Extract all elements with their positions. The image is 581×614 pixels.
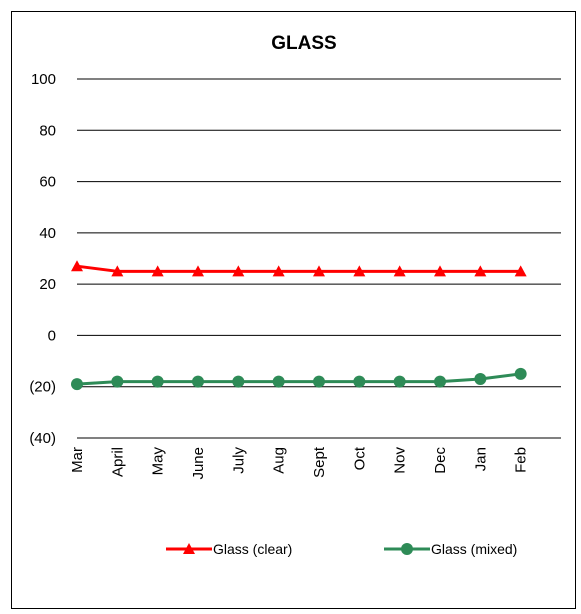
- legend-label: Glass (clear): [213, 541, 292, 557]
- data-point: [192, 375, 204, 388]
- x-tick-label: Nov: [392, 447, 409, 474]
- data-point: [393, 375, 406, 388]
- data-point: [514, 367, 527, 380]
- data-point: [232, 265, 245, 277]
- legend-label: Glass (mixed): [431, 541, 517, 557]
- legend: Glass (clear) Glass (mixed): [166, 541, 517, 557]
- x-tick-label: Aug: [271, 447, 288, 474]
- x-tick-label: Mar: [69, 447, 86, 473]
- y-tick-label: 60: [39, 174, 56, 191]
- data-point: [474, 265, 487, 277]
- data-point: [71, 260, 83, 272]
- legend-marker: [401, 543, 413, 555]
- y-tick-label: 20: [39, 276, 56, 293]
- data-point: [71, 378, 83, 391]
- gridlines: [77, 78, 561, 439]
- y-tick-label: 40: [39, 225, 56, 242]
- x-tick-label: Feb: [513, 447, 530, 473]
- series-layer: [71, 260, 527, 391]
- x-tick-label: April: [109, 447, 126, 477]
- x-tick-label: May: [150, 447, 167, 476]
- x-axis-ticks: Mar April May June July Aug Sept Oct Nov Dec Jan Fe…: [69, 446, 530, 479]
- legend-marker: [183, 543, 195, 554]
- data-point: [514, 265, 527, 277]
- series-line: [76, 372, 521, 386]
- y-tick-label: (20): [29, 379, 56, 396]
- x-tick-label: Sept: [311, 446, 328, 478]
- chart-title: GLASS: [271, 33, 336, 54]
- data-point: [434, 375, 446, 388]
- chart-frame: [11, 11, 576, 609]
- data-point: [393, 265, 406, 277]
- y-tick-label: (40): [29, 430, 56, 447]
- data-point: [111, 265, 124, 277]
- data-point: [111, 375, 124, 388]
- data-point: [434, 265, 446, 277]
- x-tick-label: June: [190, 447, 207, 480]
- data-point: [474, 373, 487, 386]
- x-tick-label: July: [230, 447, 247, 474]
- data-point: [272, 265, 285, 277]
- y-tick-label: 80: [39, 122, 56, 139]
- series-line: [76, 264, 521, 273]
- data-point: [151, 375, 164, 388]
- y-axis-ticks: 100 80 60 40 20 0 (20) (40): [29, 71, 56, 447]
- data-point: [272, 375, 285, 388]
- data-point: [151, 265, 164, 277]
- data-point: [313, 265, 325, 277]
- y-tick-label: 0: [48, 327, 56, 344]
- data-point: [313, 375, 325, 388]
- data-point: [192, 265, 204, 277]
- data-point: [232, 375, 245, 388]
- data-point: [353, 375, 366, 388]
- data-point: [353, 265, 366, 277]
- y-tick-label: 100: [31, 71, 56, 88]
- x-tick-label: Dec: [432, 447, 449, 474]
- x-tick-label: Oct: [351, 446, 368, 470]
- x-tick-label: Jan: [472, 447, 489, 471]
